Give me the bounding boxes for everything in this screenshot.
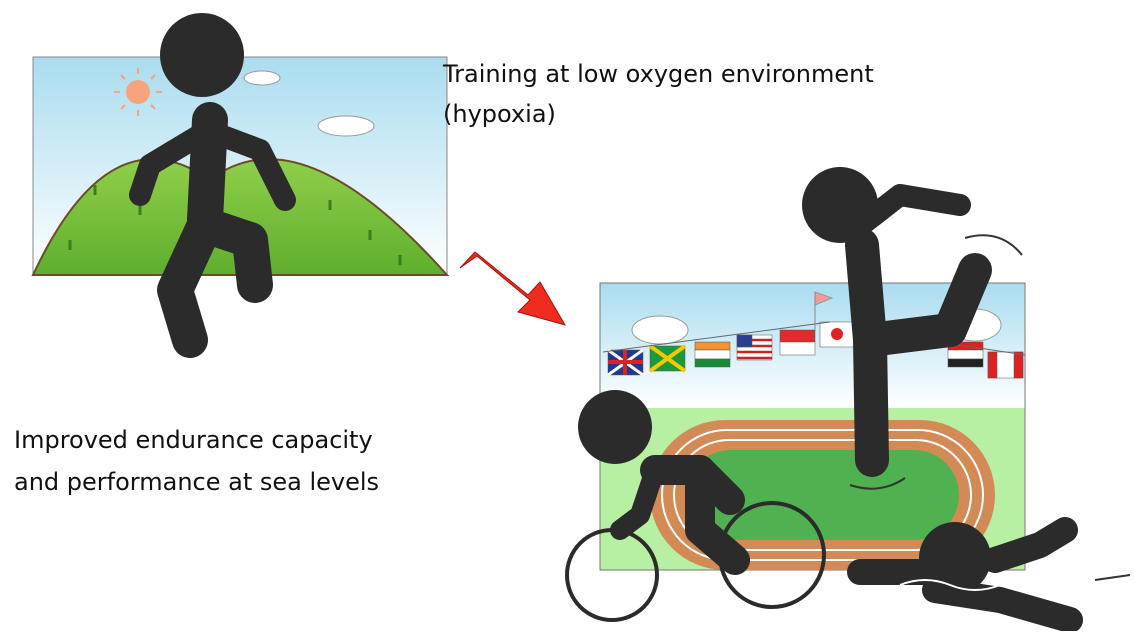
arrow bbox=[460, 252, 565, 325]
illustration: Training at low oxygen environment (hypo… bbox=[0, 0, 1135, 631]
hypoxia-label: Training at low oxygen environment bbox=[442, 60, 874, 88]
outcome-label: Improved endurance capacity bbox=[14, 426, 373, 454]
outcome-label: and performance at sea levels bbox=[14, 468, 379, 496]
hypoxia-label: (hypoxia) bbox=[443, 100, 556, 128]
mountain-scene bbox=[33, 13, 447, 340]
page: {"labels": [ {"lines": ["Training at low… bbox=[0, 0, 1135, 631]
